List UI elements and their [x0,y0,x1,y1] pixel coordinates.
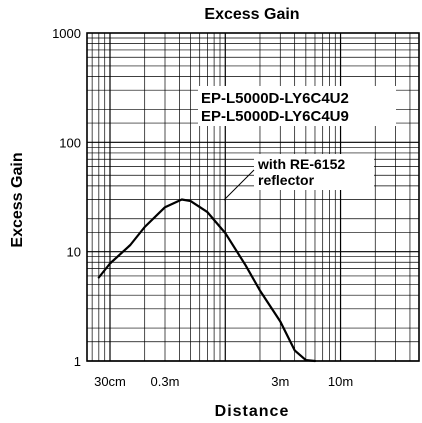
grid-lines [87,33,419,362]
series-line-0 [97,198,317,363]
x-tick-label: 10m [328,374,353,389]
y-tick-label: 10 [67,245,81,260]
y-tick-label: 100 [59,135,81,150]
y-tick-label: 1000 [52,26,81,41]
annotation-leader-line [223,169,255,201]
chart-title: Excess Gain [204,6,299,23]
series-group [97,198,317,363]
x-tick-label: 30cm [94,374,126,389]
x-tick-labels: 30cm 0.3m 3m 10m [94,374,353,389]
model-legend-box [198,86,396,126]
annotation-box [254,154,374,190]
plot-frame [86,32,420,362]
model-legend-line-1: EP-L5000D-LY6C4U2 [201,90,349,107]
y-tick-label: 1 [74,354,81,369]
y-tick-labels: 1 10 100 1000 [52,26,81,369]
model-legend-line-2: EP-L5000D-LY6C4U9 [201,108,349,125]
x-tick-label: 0.3m [151,374,180,389]
annotation-line-2: reflector [258,172,315,188]
x-axis-label: Distance [215,403,290,420]
y-axis-label: Excess Gain [9,152,26,247]
x-tick-label: 3m [271,374,289,389]
annotation-line-1: with RE-6152 [257,156,345,172]
